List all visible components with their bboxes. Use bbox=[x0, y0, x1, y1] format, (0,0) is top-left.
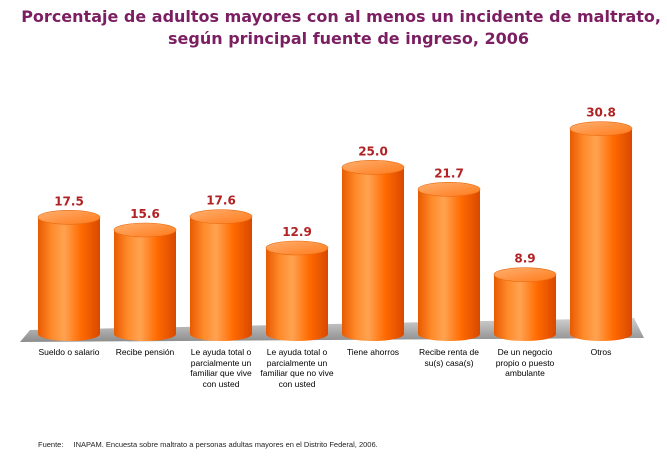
category-label: Recibe pensión bbox=[115, 347, 175, 357]
bar-top bbox=[113, 222, 177, 238]
bar-top bbox=[417, 182, 481, 197]
bar-body bbox=[114, 230, 176, 341]
chart-title-line-2: según principal fuente de ingreso, 2006 bbox=[168, 29, 529, 48]
bar bbox=[265, 240, 329, 341]
category-label: Le ayuda total o parcialmente un familia… bbox=[190, 347, 252, 389]
bar-body bbox=[570, 128, 632, 341]
bar bbox=[189, 209, 253, 341]
value-label: 17.6 bbox=[206, 194, 236, 208]
bar bbox=[569, 121, 633, 341]
bar-top bbox=[37, 210, 101, 225]
bar-body bbox=[494, 274, 556, 341]
bar-body bbox=[418, 189, 480, 341]
bar-body bbox=[190, 216, 252, 341]
value-label: 21.7 bbox=[434, 166, 464, 180]
bar-body bbox=[38, 217, 100, 341]
category-label: Otros bbox=[590, 347, 612, 357]
bar-top bbox=[493, 267, 557, 282]
bar bbox=[341, 160, 405, 341]
bar-top bbox=[341, 160, 405, 175]
chart-title: Porcentaje de adultos mayores con al men… bbox=[0, 6, 667, 50]
bar-top bbox=[569, 121, 633, 136]
category-label: Recibe renta de su(s) casa(s) bbox=[418, 347, 479, 368]
category-label: Tiene ahorros bbox=[346, 347, 400, 357]
bar-body bbox=[342, 167, 404, 341]
chart-title-line-1: Porcentaje de adultos mayores con al men… bbox=[21, 7, 661, 26]
value-label: 12.9 bbox=[282, 225, 312, 239]
bar bbox=[493, 267, 557, 341]
value-label: 25.0 bbox=[358, 144, 388, 158]
chart-floor bbox=[20, 318, 644, 342]
category-label: Le ayuda total o parcialmente un familia… bbox=[260, 347, 334, 389]
value-label: 17.5 bbox=[54, 194, 84, 208]
bar-body bbox=[266, 248, 328, 341]
bar bbox=[37, 210, 101, 341]
value-label: 30.8 bbox=[586, 106, 616, 120]
bar-top bbox=[189, 209, 253, 224]
source-note: Fuente: INAPAM. Encuesta sobre maltrato … bbox=[38, 440, 378, 449]
bar bbox=[417, 182, 481, 341]
bar-top bbox=[265, 240, 329, 256]
value-label: 15.6 bbox=[130, 207, 160, 221]
value-label: 8.9 bbox=[514, 252, 535, 266]
bar bbox=[113, 222, 177, 341]
category-label: Sueldo o salario bbox=[38, 347, 100, 357]
source-text: INAPAM. Encuesta sobre maltrato a person… bbox=[73, 440, 378, 449]
source-label: Fuente: bbox=[38, 440, 64, 449]
category-label: De un negocio propio o puesto ambulante bbox=[495, 347, 555, 378]
